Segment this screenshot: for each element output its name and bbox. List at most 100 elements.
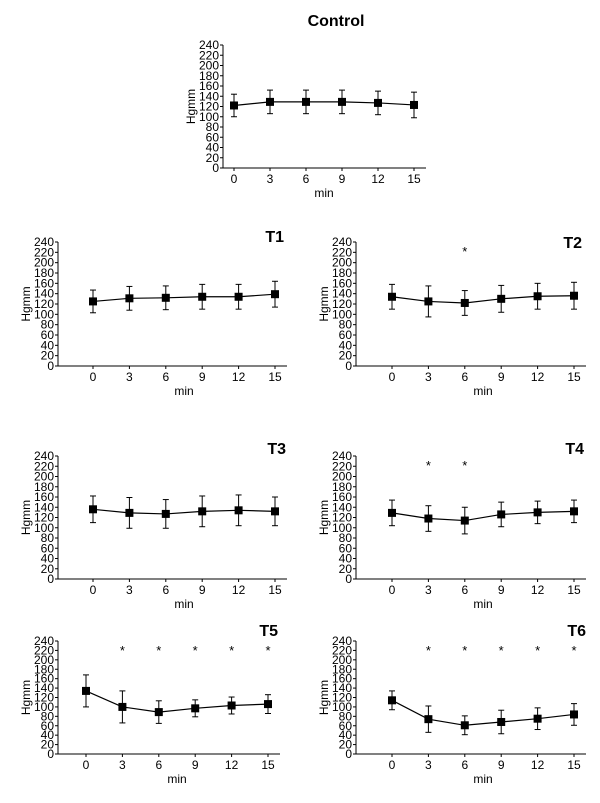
- y-tick-label: 60: [41, 541, 55, 555]
- y-tick-label: 20: [339, 738, 353, 752]
- y-tick-label: 160: [332, 490, 352, 504]
- data-point: [82, 686, 90, 695]
- y-tick-label: 180: [34, 480, 54, 494]
- x-tick-label: 6: [461, 758, 468, 772]
- y-tick-label: 220: [199, 48, 219, 62]
- x-tick-label: 9: [199, 370, 206, 384]
- y-tick-label: 180: [34, 662, 54, 676]
- y-tick-label: 40: [339, 728, 353, 742]
- y-tick-label: 0: [345, 359, 352, 373]
- data-point: [89, 297, 97, 306]
- y-tick-label: 180: [332, 662, 352, 676]
- data-point: [460, 298, 469, 307]
- x-tick-label: 6: [461, 370, 468, 384]
- x-tick-label: 0: [90, 370, 97, 384]
- series-line: [391, 510, 575, 522]
- y-tick-label: 100: [332, 307, 352, 321]
- series-line: [85, 690, 269, 713]
- data-point: [533, 292, 542, 301]
- panel-title: T2: [563, 235, 582, 252]
- y-tick-label: 140: [34, 681, 54, 695]
- data-point: [374, 98, 382, 107]
- y-tick-label: 240: [34, 449, 54, 463]
- y-tick-label: 240: [199, 38, 219, 52]
- y-tick-label: 120: [332, 511, 352, 525]
- x-tick-label: 15: [567, 583, 581, 597]
- series-line: [233, 101, 415, 107]
- x-tick-label: 3: [425, 583, 432, 597]
- data-point: [234, 292, 243, 301]
- y-tick-label: 60: [339, 719, 353, 733]
- data-point: [460, 721, 469, 730]
- x-tick-label: 3: [425, 758, 432, 772]
- y-tick-label: 120: [34, 297, 54, 311]
- data-point: [118, 702, 127, 711]
- x-tick-label: 12: [531, 370, 545, 384]
- significance-mark: *: [193, 643, 198, 658]
- y-tick-label: 220: [34, 459, 54, 473]
- y-tick-label: 140: [332, 500, 352, 514]
- series-line: [92, 293, 276, 303]
- x-axis-label: min: [174, 384, 193, 398]
- significance-mark: *: [462, 458, 467, 473]
- x-tick-label: 9: [199, 583, 206, 597]
- x-tick-label: 15: [567, 370, 581, 384]
- y-axis-label: Hgmm: [317, 500, 331, 535]
- x-axis-label: min: [167, 772, 186, 786]
- data-point: [410, 100, 418, 109]
- x-tick-label: 15: [261, 758, 275, 772]
- y-tick-label: 200: [332, 256, 352, 270]
- y-axis-label: Hgmm: [19, 680, 33, 715]
- data-point: [533, 508, 542, 517]
- y-tick-label: 20: [339, 562, 353, 576]
- y-tick-label: 0: [47, 747, 54, 761]
- x-tick-label: 6: [162, 370, 169, 384]
- y-tick-label: 180: [34, 266, 54, 280]
- data-point: [198, 507, 207, 516]
- y-tick-label: 40: [339, 338, 353, 352]
- data-point: [497, 294, 506, 303]
- series-line: [391, 295, 575, 304]
- data-point: [388, 508, 396, 517]
- significance-mark: *: [426, 458, 431, 473]
- y-tick-label: 160: [332, 672, 352, 686]
- data-point: [424, 715, 433, 724]
- x-tick-label: 15: [268, 370, 282, 384]
- y-tick-label: 180: [199, 69, 219, 83]
- x-tick-label: 15: [567, 758, 581, 772]
- data-point: [161, 293, 170, 302]
- data-point: [125, 508, 134, 517]
- y-tick-label: 120: [199, 100, 219, 114]
- y-tick-label: 80: [41, 709, 55, 723]
- x-tick-label: 12: [371, 172, 385, 186]
- x-tick-label: 6: [162, 583, 169, 597]
- y-tick-label: 200: [34, 470, 54, 484]
- y-tick-label: 140: [34, 500, 54, 514]
- significance-mark: *: [426, 643, 431, 658]
- y-tick-label: 160: [332, 276, 352, 290]
- y-tick-label: 0: [212, 161, 219, 175]
- y-tick-label: 220: [332, 643, 352, 657]
- y-tick-label: 200: [332, 470, 352, 484]
- chart-panel-0: Control020406080100120140160180200220240…: [184, 13, 426, 200]
- data-point: [533, 714, 542, 723]
- x-tick-label: 12: [531, 758, 545, 772]
- data-point: [302, 97, 310, 106]
- x-tick-label: 9: [339, 172, 346, 186]
- data-point: [161, 509, 170, 518]
- data-point: [271, 507, 279, 516]
- y-tick-label: 80: [206, 120, 220, 134]
- x-tick-label: 9: [498, 758, 505, 772]
- data-point: [497, 510, 506, 519]
- y-tick-label: 120: [34, 511, 54, 525]
- data-point: [497, 717, 506, 726]
- x-tick-label: 3: [119, 758, 126, 772]
- data-point: [388, 696, 396, 705]
- y-tick-label: 160: [34, 276, 54, 290]
- x-tick-label: 12: [232, 370, 246, 384]
